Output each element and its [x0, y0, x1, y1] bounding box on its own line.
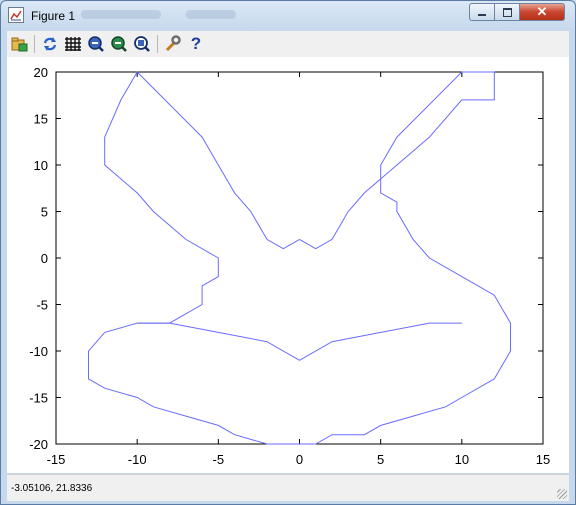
x-tick-label: 0	[296, 452, 303, 467]
y-tick-label: -20	[29, 437, 48, 452]
x-tick-label: -10	[128, 452, 147, 467]
zoom-fit-button[interactable]	[133, 35, 151, 53]
x-tick-label: -15	[47, 452, 66, 467]
minimize-button[interactable]	[469, 3, 495, 21]
toolbar-separator	[34, 35, 35, 53]
figure-canvas[interactable]: -15 -10 -5 0 5 10 15 -20 -15 -10 -5 0 5 10 15 20	[7, 57, 569, 473]
help-icon: ?	[190, 34, 202, 53]
refresh-icon	[43, 37, 57, 51]
refresh-button[interactable]	[41, 35, 59, 53]
grid-icon	[65, 37, 81, 51]
x-tick-label: 5	[377, 452, 384, 467]
maximize-button[interactable]	[494, 3, 520, 21]
cursor-coordinates: -3.05106, 21.8336	[11, 483, 93, 494]
settings-button[interactable]	[164, 35, 182, 53]
x-tick-label: 10	[455, 452, 469, 467]
zoom-out-icon	[111, 36, 127, 52]
series-line-2	[137, 322, 462, 361]
open-folder-icon	[11, 37, 28, 52]
y-tick-label: -5	[36, 298, 48, 313]
y-tick-label: -10	[29, 344, 48, 359]
close-icon: ✕	[536, 4, 548, 19]
plot-area	[55, 71, 544, 445]
open-folder-button[interactable]	[11, 35, 29, 53]
maximize-icon	[502, 7, 512, 17]
zoom-in-button[interactable]	[87, 35, 105, 53]
y-tick-label: 5	[41, 205, 48, 220]
settings-wrench-icon	[165, 35, 181, 52]
zoom-fit-icon	[134, 36, 150, 52]
x-tick-label: 15	[536, 452, 550, 467]
toolbar-separator	[157, 35, 158, 53]
zoom-out-button[interactable]	[110, 35, 128, 53]
title-bar[interactable]: Figure 1 ✕	[1, 1, 575, 31]
blurred-background-title	[81, 10, 161, 19]
close-button[interactable]: ✕	[519, 3, 565, 21]
y-tick-label: 20	[34, 65, 48, 80]
y-tick-label: 10	[34, 158, 48, 173]
y-tick-label: 15	[34, 112, 48, 127]
zoom-in-icon	[88, 36, 104, 52]
y-tick-label: -15	[29, 391, 48, 406]
window-title: Figure 1	[31, 9, 76, 23]
y-tick-label: 0	[41, 251, 48, 266]
resize-grip[interactable]	[557, 489, 567, 499]
figure-toolbar: ?	[7, 31, 569, 58]
x-tick-label: -5	[213, 452, 225, 467]
status-bar: -3.05106, 21.8336	[7, 474, 569, 501]
figure-app-icon	[8, 7, 24, 23]
grid-toggle-button[interactable]	[64, 35, 82, 53]
blurred-background-title	[186, 10, 236, 19]
minimize-icon	[478, 14, 486, 16]
series-line-1	[88, 71, 511, 445]
help-button[interactable]: ?	[187, 34, 205, 53]
